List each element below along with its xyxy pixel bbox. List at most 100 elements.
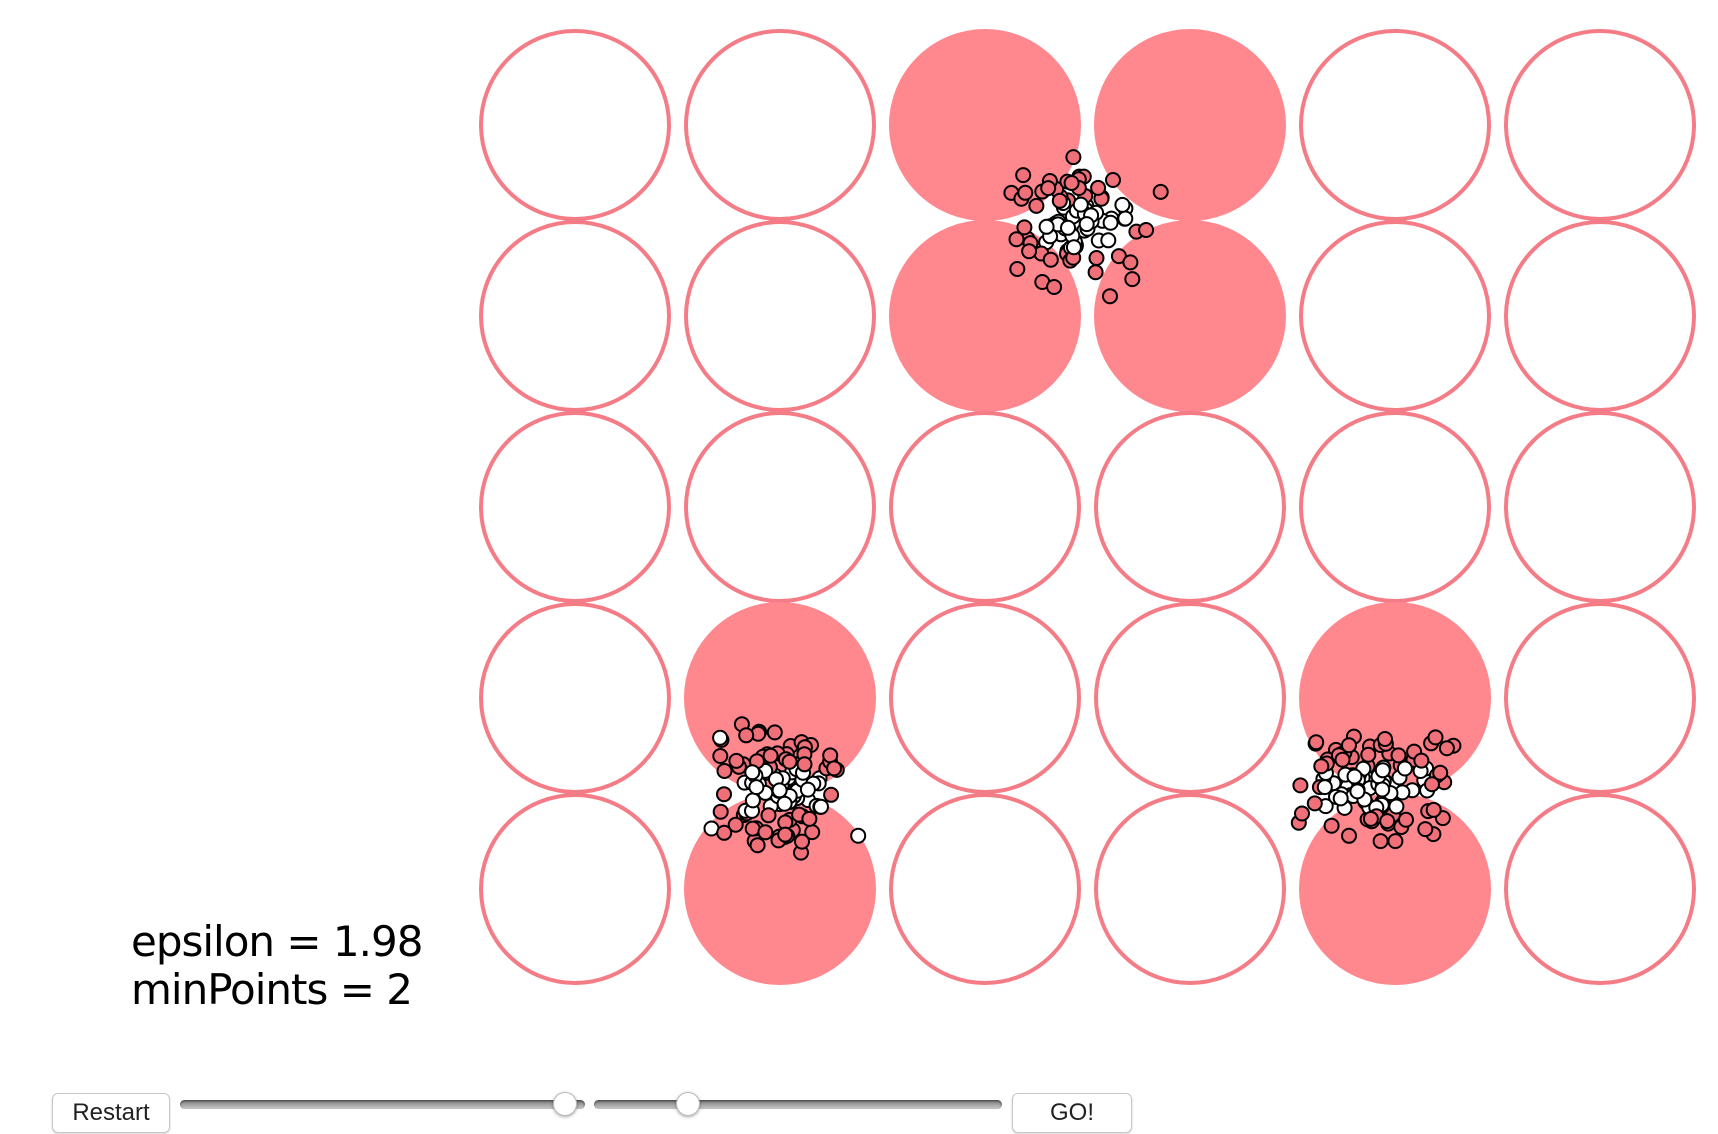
point-clustered xyxy=(1432,764,1449,781)
point-clustered xyxy=(1417,821,1434,838)
point-clustered xyxy=(716,824,733,841)
point-clustered xyxy=(794,833,810,850)
cluster-circle-filled xyxy=(889,220,1081,412)
point-unclustered xyxy=(776,795,793,812)
point-clustered xyxy=(1323,817,1340,834)
point-clustered xyxy=(1017,184,1034,201)
grid-circle xyxy=(1299,411,1491,603)
point-clustered xyxy=(1138,222,1155,238)
point-clustered xyxy=(716,786,732,803)
point-unclustered xyxy=(1388,798,1405,815)
grid-circle xyxy=(1299,29,1491,221)
point-clustered xyxy=(1051,192,1068,209)
point-clustered xyxy=(1040,180,1057,197)
point-unclustered xyxy=(1374,762,1391,779)
point-clustered xyxy=(1362,810,1379,827)
grid-circle xyxy=(479,29,671,221)
point-clustered xyxy=(1341,827,1357,844)
point-clustered xyxy=(1105,172,1121,188)
point-clustered xyxy=(1390,747,1407,764)
grid-circle xyxy=(1504,602,1696,794)
point-clustered xyxy=(801,810,818,827)
grid-circle xyxy=(479,793,671,985)
point-unclustered xyxy=(1332,790,1349,807)
point-clustered xyxy=(1008,231,1025,248)
point-unclustered xyxy=(850,827,867,844)
point-unclustered xyxy=(1060,219,1076,236)
point-clustered xyxy=(1425,801,1442,818)
data-points xyxy=(703,149,1462,861)
point-unclustered xyxy=(1396,760,1413,777)
point-unclustered xyxy=(748,779,765,796)
point-clustered xyxy=(1379,813,1396,830)
point-clustered xyxy=(1341,737,1357,754)
point-clustered xyxy=(766,724,783,741)
point-clustered xyxy=(712,748,729,764)
grid-circle xyxy=(684,220,876,412)
grid-circle xyxy=(479,602,671,794)
point-clustered xyxy=(1413,752,1430,769)
minpoints-slider[interactable] xyxy=(594,1090,1002,1120)
point-clustered xyxy=(1046,279,1063,295)
point-unclustered xyxy=(1100,232,1117,249)
point-clustered xyxy=(777,826,794,843)
point-clustered xyxy=(823,786,840,803)
point-clustered xyxy=(1042,251,1059,268)
point-clustered xyxy=(749,837,766,854)
point-clustered xyxy=(1088,250,1105,266)
grid-circle xyxy=(1094,793,1286,985)
grid-circle xyxy=(479,220,671,412)
point-clustered xyxy=(1102,288,1118,305)
grid-circle xyxy=(1094,411,1286,603)
point-unclustered xyxy=(712,729,729,746)
point-clustered xyxy=(1009,261,1026,277)
minpoints-slider-track xyxy=(594,1100,1002,1109)
parameter-readout: epsilon = 1.98 minPoints = 2 xyxy=(131,917,423,1014)
point-unclustered xyxy=(1038,218,1055,235)
grid-circle xyxy=(1094,602,1286,794)
point-clustered xyxy=(1398,811,1414,828)
point-clustered xyxy=(1372,833,1389,850)
point-clustered xyxy=(1015,167,1032,184)
point-clustered xyxy=(781,753,798,770)
point-unclustered xyxy=(799,781,816,798)
point-clustered xyxy=(1438,740,1455,757)
grid-circle xyxy=(889,793,1081,985)
point-unclustered xyxy=(1117,210,1134,227)
minpoints-slider-thumb[interactable] xyxy=(675,1092,700,1116)
point-clustered xyxy=(1306,795,1323,812)
point-unclustered xyxy=(813,798,829,815)
point-clustered xyxy=(1424,776,1440,793)
point-clustered xyxy=(1021,243,1038,260)
point-unclustered xyxy=(744,792,761,809)
point-clustered xyxy=(728,752,745,769)
cluster-circle-filled xyxy=(1094,29,1286,221)
grid-circle xyxy=(684,29,876,221)
point-clustered xyxy=(1377,731,1393,747)
point-unclustered xyxy=(1316,779,1333,796)
point-clustered xyxy=(1065,149,1082,166)
point-clustered xyxy=(1152,183,1169,200)
point-clustered xyxy=(1387,833,1404,850)
point-clustered xyxy=(1028,197,1045,214)
point-clustered xyxy=(1360,746,1377,763)
point-clustered xyxy=(1294,805,1310,822)
epsilon-slider[interactable] xyxy=(180,1090,585,1120)
grid-circle xyxy=(889,602,1081,794)
go-button[interactable]: GO! xyxy=(1012,1093,1132,1133)
grid-circle xyxy=(479,411,671,603)
point-clustered xyxy=(796,756,813,773)
restart-button[interactable]: Restart xyxy=(52,1093,170,1133)
epsilon-label: epsilon = 1.98 xyxy=(131,917,423,966)
epsilon-slider-thumb[interactable] xyxy=(552,1092,577,1116)
point-clustered xyxy=(762,747,779,764)
point-unclustered xyxy=(1114,196,1131,213)
point-unclustered xyxy=(1065,239,1082,256)
point-clustered xyxy=(1016,219,1033,236)
point-clustered xyxy=(1308,734,1325,751)
point-clustered xyxy=(1063,175,1080,191)
grid-circle xyxy=(1299,220,1491,412)
point-clustered xyxy=(1087,264,1104,281)
point-clustered xyxy=(712,803,729,820)
grid-circle xyxy=(889,411,1081,603)
